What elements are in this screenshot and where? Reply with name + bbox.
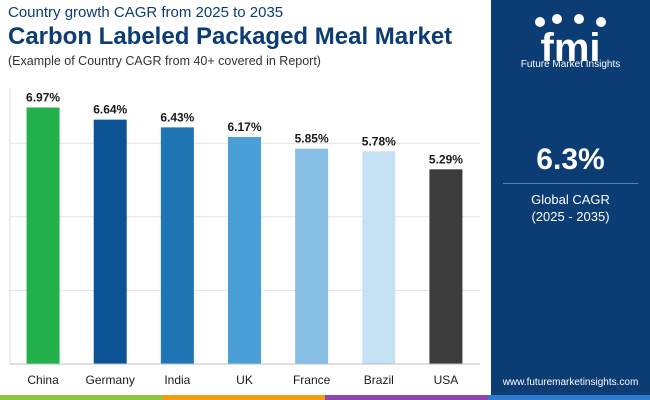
data-label: 5.29% xyxy=(429,152,463,166)
bar xyxy=(295,148,329,364)
data-label: 6.97% xyxy=(26,91,60,105)
cloud-icon xyxy=(552,14,562,24)
footer-bar-segment xyxy=(162,395,325,400)
brand-name: Future Market Insights xyxy=(520,59,621,70)
global-cagr-label: Global CAGR xyxy=(531,192,610,207)
global-cagr-period: (2025 - 2035) xyxy=(531,209,610,224)
x-tick-label: USA xyxy=(434,373,459,387)
x-tick-label: UK xyxy=(236,373,253,387)
data-label: 6.17% xyxy=(227,120,261,134)
footer-bar-segment xyxy=(488,395,650,400)
x-tick-label: China xyxy=(27,373,59,387)
bar xyxy=(26,107,60,364)
globe-icon xyxy=(596,17,606,27)
chart-icon xyxy=(574,14,584,24)
bar xyxy=(429,169,463,364)
bar xyxy=(160,127,194,364)
fmi-logo: fmi xyxy=(535,14,606,70)
website-link[interactable]: www.futuremarketinsights.com xyxy=(502,377,639,388)
chart-subtitle: Country growth CAGR from 2025 to 2035 xyxy=(8,4,284,21)
global-cagr-value: 6.3% xyxy=(536,143,605,176)
x-tick-label: France xyxy=(293,373,331,387)
divider xyxy=(503,183,638,184)
data-label: 6.64% xyxy=(93,103,127,117)
x-tick-label: India xyxy=(164,373,190,387)
logo-wordmark: fmi xyxy=(541,26,601,70)
footer-bar-segment xyxy=(325,395,488,400)
bar xyxy=(362,151,396,364)
x-tick-label: Brazil xyxy=(364,373,394,387)
sidebar: fmi Future Market Insights 6.3% Global C… xyxy=(491,0,650,400)
chart-header: Country growth CAGR from 2025 to 2035 Ca… xyxy=(8,4,488,69)
bar-chart-icon xyxy=(535,17,545,27)
bar xyxy=(93,119,127,364)
data-label: 5.78% xyxy=(362,134,396,148)
data-label: 5.85% xyxy=(295,132,329,146)
chart-title: Carbon Labeled Packaged Meal Market xyxy=(8,23,453,50)
bar-chart: 6.97% China 6.64% Germany 6.43% India 6.17% UK 5… xyxy=(9,88,480,387)
footer-bar-segment xyxy=(0,395,162,400)
x-tick-label: Germany xyxy=(86,373,135,387)
data-label: 6.43% xyxy=(160,110,194,124)
bar xyxy=(228,136,261,364)
chart-note: (Example of Country CAGR from 40+ covere… xyxy=(8,54,321,68)
